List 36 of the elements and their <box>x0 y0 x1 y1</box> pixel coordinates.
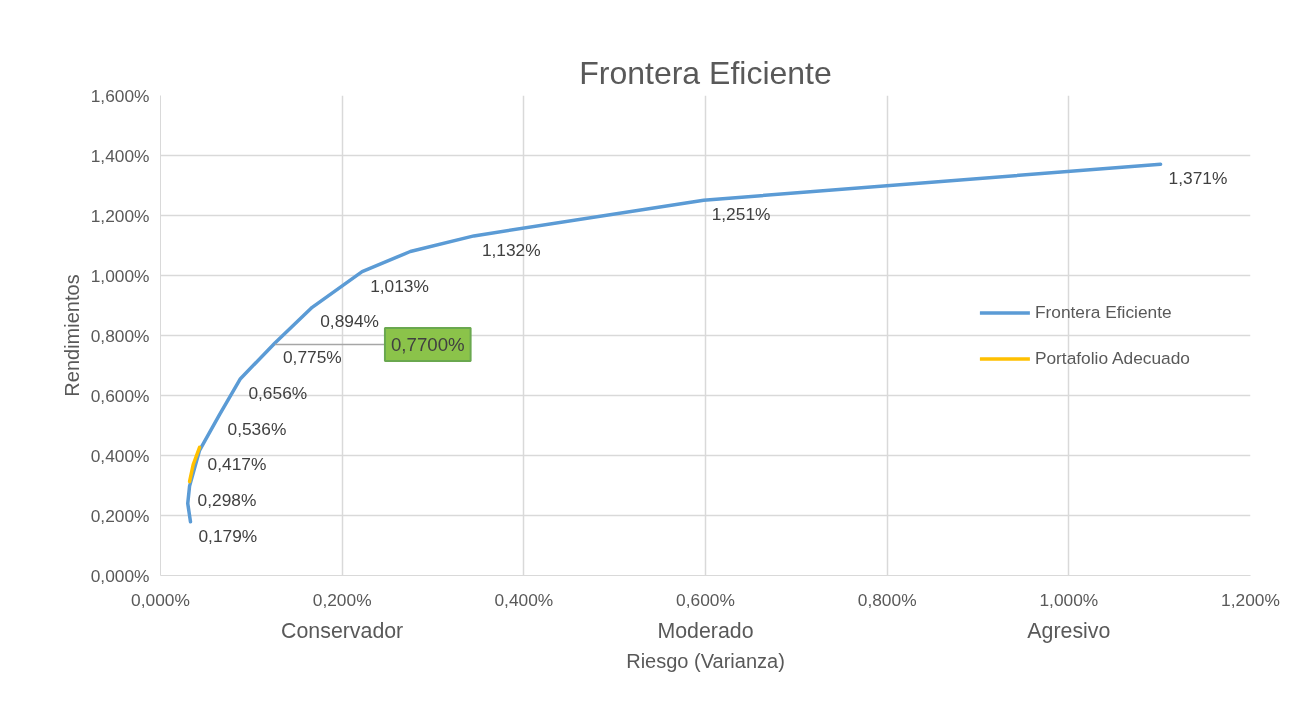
x-tick-label: 0,000% <box>131 589 190 610</box>
y-tick-label: 0,800% <box>90 325 150 346</box>
y-tick-label: 0,400% <box>90 445 150 466</box>
text: Conservador <box>281 618 404 643</box>
data-label: 0,179% <box>198 525 258 546</box>
legend-label: Portafolio Adecuado <box>1034 347 1190 369</box>
y-axis-title: Rendimientos <box>60 274 83 397</box>
data-label: 1,013% <box>370 275 429 296</box>
x-tick-label: 0,800% <box>857 589 917 610</box>
data-label: 0,298% <box>197 490 257 511</box>
y-tick-label: 1,600% <box>90 85 150 106</box>
data-label: 1,132% <box>481 239 541 260</box>
x-tick-label: 0,200% <box>312 589 372 610</box>
chart-title: Frontera Eficiente <box>579 54 832 91</box>
x-tick-label: 0,600% <box>676 589 735 610</box>
annotation: 0,7700% <box>390 334 465 355</box>
data-label: 1,371% <box>1168 168 1228 189</box>
text: Agresivo <box>1027 618 1111 643</box>
data-label: 0,775% <box>282 347 342 367</box>
y-tick-label: 1,200% <box>90 205 150 226</box>
data-label: 0,417% <box>207 454 267 475</box>
data-label: 1,251% <box>711 204 771 225</box>
data-label: 0,656% <box>248 382 308 403</box>
x-tick-label: 1,200% <box>1221 589 1280 610</box>
x-tick-label: 0,400% <box>494 589 554 610</box>
y-tick-label: 0,200% <box>90 505 150 526</box>
y-tick-label: 0,000% <box>90 565 150 586</box>
x-axis-title: Riesgo (Varianza) <box>626 649 785 672</box>
data-label: 0,536% <box>227 418 287 439</box>
text: Moderado <box>657 618 754 643</box>
y-tick-label: 0,600% <box>90 385 150 406</box>
y-tick-label: 1,400% <box>90 145 150 166</box>
data-label: 0,894% <box>320 311 379 332</box>
y-tick-label: 1,000% <box>90 265 150 286</box>
x-tick-label: 1,000% <box>1039 589 1099 610</box>
legend-label: Frontera Eficiente <box>1034 301 1172 323</box>
